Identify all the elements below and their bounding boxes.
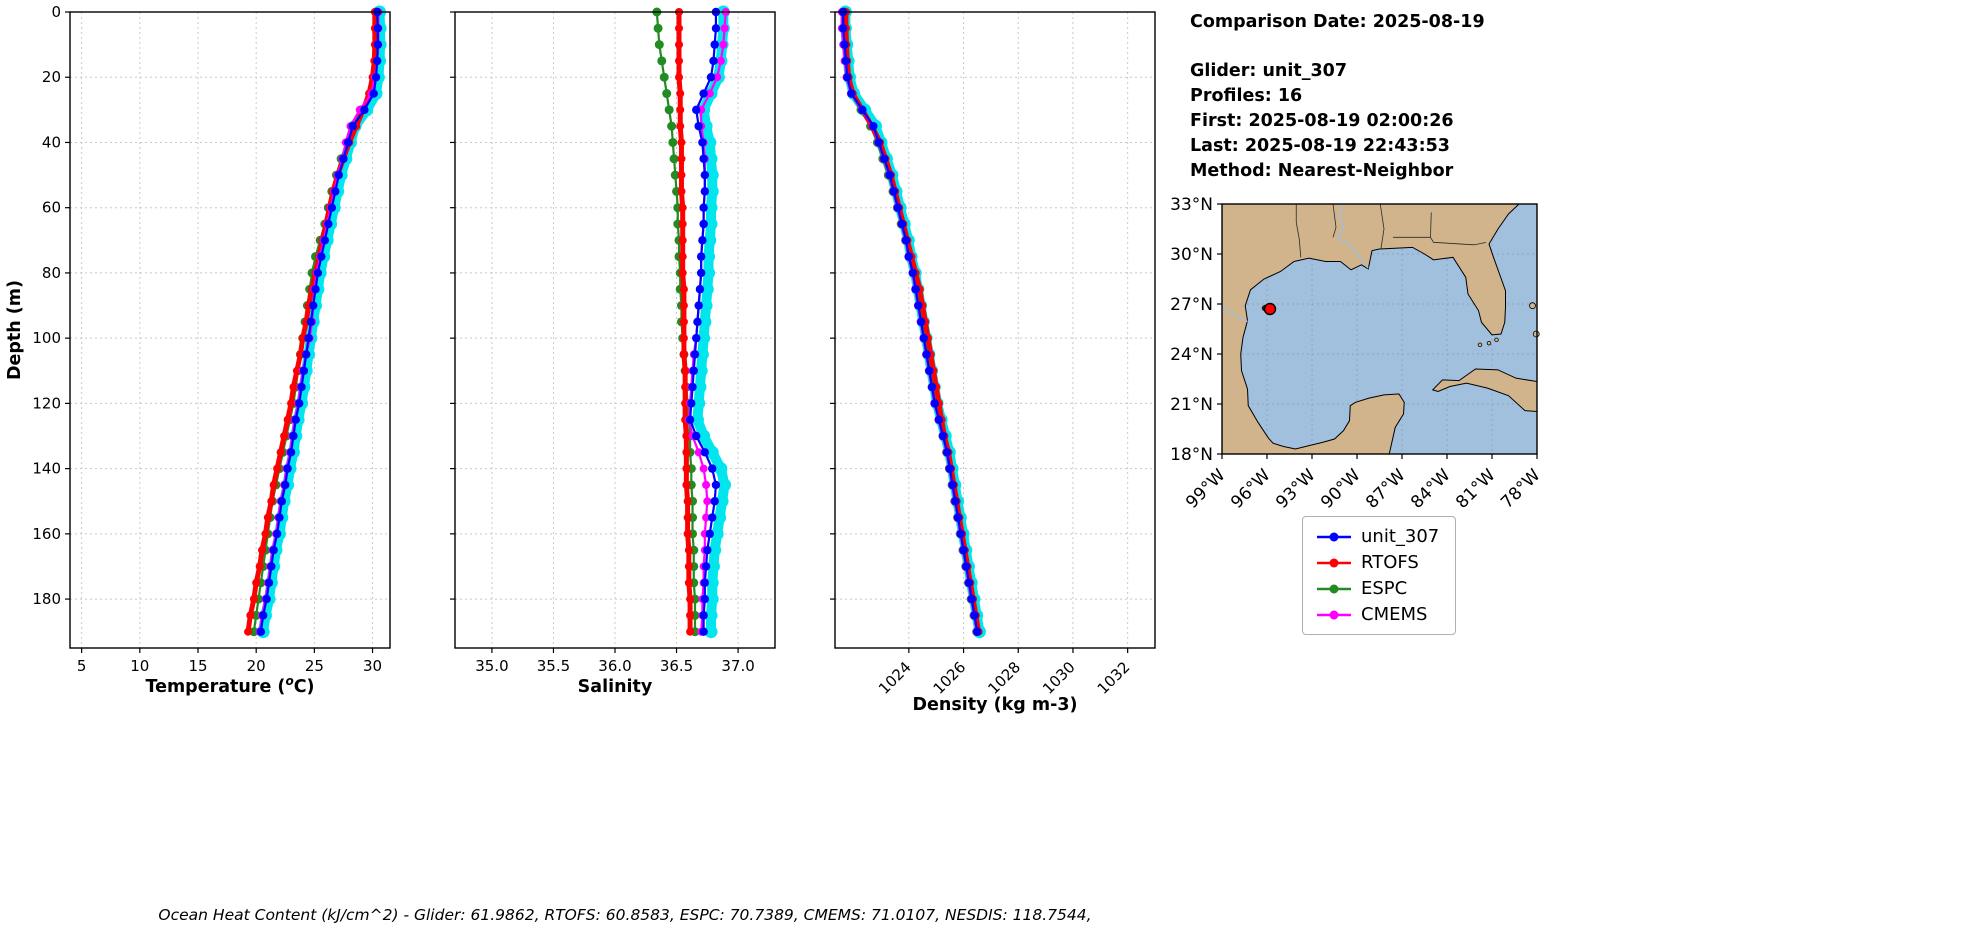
svg-text:15: 15 <box>188 657 207 675</box>
svg-text:140: 140 <box>32 460 61 478</box>
map-island <box>1494 337 1499 343</box>
temperature-plot: 5 10 15 20 25 30 0 20 40 60 80 100 120 140 160 180 Tempe… <box>5 3 391 697</box>
legend-marker-icon <box>1317 584 1351 593</box>
y-axis-label: Depth (m) <box>5 280 25 380</box>
info-first: First: 2025-08-19 02:00:26 <box>1190 111 1454 131</box>
map-land-mainland <box>1221 203 1521 455</box>
x-axis-label: Salinity <box>578 677 653 697</box>
legend-item-unit_307: unit_307 <box>1315 526 1439 547</box>
svg-text:36.5: 36.5 <box>660 657 693 675</box>
info-profiles: Profiles: 16 <box>1190 86 1303 106</box>
svg-text:180: 180 <box>32 590 61 608</box>
map-state-border <box>1430 237 1487 246</box>
legend-label: RTOFS <box>1361 552 1419 573</box>
svg-text:5: 5 <box>77 657 87 675</box>
legend-item-CMEMS: CMEMS <box>1315 604 1439 625</box>
svg-text:37.0: 37.0 <box>721 657 754 675</box>
svg-text:20: 20 <box>42 68 61 86</box>
svg-text:1030: 1030 <box>1039 658 1079 698</box>
map-lon-label: 96°W <box>1227 465 1274 512</box>
svg-text:35.0: 35.0 <box>475 657 508 675</box>
svg-text:25: 25 <box>305 657 324 675</box>
legend: unit_307 RTOFS ESPC CMEMS <box>1302 516 1457 635</box>
x-axis-label: Temperature (oC) <box>145 674 314 697</box>
map-state-border <box>1332 203 1337 238</box>
svg-text:1028: 1028 <box>984 658 1024 698</box>
svg-text:120: 120 <box>32 394 61 412</box>
map-lat-label: 18°N <box>1170 445 1213 465</box>
map-river <box>1221 305 1248 323</box>
legend-label: unit_307 <box>1361 526 1440 547</box>
comparison-date: Comparison Date: 2025-08-19 <box>1190 12 1485 32</box>
comparison-info: Comparison Date: 2025-08-19 Glider: unit… <box>1190 10 1485 184</box>
map-lon-label: 99°W <box>1182 465 1229 512</box>
map-lat-label: 33°N <box>1170 195 1213 215</box>
map-lon-label: 93°W <box>1272 465 1319 512</box>
series-unit_307 <box>839 7 982 636</box>
series-unit_307 <box>685 7 721 636</box>
salinity-plot: 35.0 35.5 36.0 36.5 37.0 Salinity <box>450 5 776 697</box>
svg-text:10: 10 <box>130 657 149 675</box>
legend-marker-icon <box>1317 532 1351 541</box>
legend-item-RTOFS: RTOFS <box>1315 552 1439 573</box>
map-island <box>1529 302 1536 310</box>
svg-text:60: 60 <box>42 199 61 217</box>
map-lat-label: 27°N <box>1170 295 1213 315</box>
map-state-border <box>1379 203 1385 249</box>
svg-text:1026: 1026 <box>930 658 970 698</box>
legend-marker-icon <box>1317 610 1351 619</box>
map-state-border <box>1430 212 1432 238</box>
series-RTOFS <box>675 8 695 636</box>
legend-label: ESPC <box>1361 578 1408 599</box>
svg-text:1024: 1024 <box>875 658 915 698</box>
svg-text:160: 160 <box>32 525 61 543</box>
x-axis-label: Density (kg m-3) <box>912 695 1077 715</box>
info-method: Method: Nearest-Neighbor <box>1190 161 1454 181</box>
legend-marker-icon <box>1317 558 1351 567</box>
series-glider_all_profiles <box>690 5 732 639</box>
map-island <box>1486 340 1492 346</box>
ocean-heat-content-text: Ocean Heat Content (kJ/cm^2) - Glider: 6… <box>158 906 1092 924</box>
map-lon-label: 78°W <box>1497 465 1544 512</box>
map-lat-label: 21°N <box>1170 395 1213 415</box>
map-lat-label: 30°N <box>1170 245 1213 265</box>
legend-item-ESPC: ESPC <box>1315 578 1439 599</box>
map-lon-label: 81°W <box>1452 465 1499 512</box>
map-island <box>1532 330 1540 338</box>
glider-position-marker <box>1263 302 1277 316</box>
map-river <box>1336 203 1369 269</box>
map-lon-label: 90°W <box>1317 465 1364 512</box>
density-plot: 1024 1026 1028 1030 1032 Density (kg m-3) <box>830 5 1156 715</box>
svg-text:20: 20 <box>247 657 266 675</box>
map-lon-label: 84°W <box>1407 465 1454 512</box>
map-state-border <box>1295 204 1302 258</box>
legend-label: CMEMS <box>1361 604 1428 625</box>
info-glider: Glider: unit_307 <box>1190 61 1348 81</box>
map-lat-label: 24°N <box>1170 345 1213 365</box>
svg-text:100: 100 <box>32 329 61 347</box>
info-last: Last: 2025-08-19 22:43:53 <box>1190 136 1450 156</box>
svg-text:40: 40 <box>42 133 61 151</box>
gulf-of-mexico-map: 33°N 30°N 27°N 24°N 21°N 18°N99°W96°W93°W90°W… <box>1170 195 1545 513</box>
map-island <box>1477 342 1483 348</box>
svg-text:1032: 1032 <box>1094 658 1134 698</box>
svg-text:35.5: 35.5 <box>537 657 570 675</box>
svg-text:30: 30 <box>363 657 382 675</box>
profile-charts: 5 10 15 20 25 30 0 20 40 60 80 100 120 140 160 180 Tempe… <box>5 3 1156 715</box>
svg-text:0: 0 <box>51 3 61 21</box>
series-unit_307 <box>256 7 382 636</box>
map-lon-label: 87°W <box>1362 465 1409 512</box>
svg-text:36.0: 36.0 <box>598 657 631 675</box>
svg-text:80: 80 <box>42 264 61 282</box>
